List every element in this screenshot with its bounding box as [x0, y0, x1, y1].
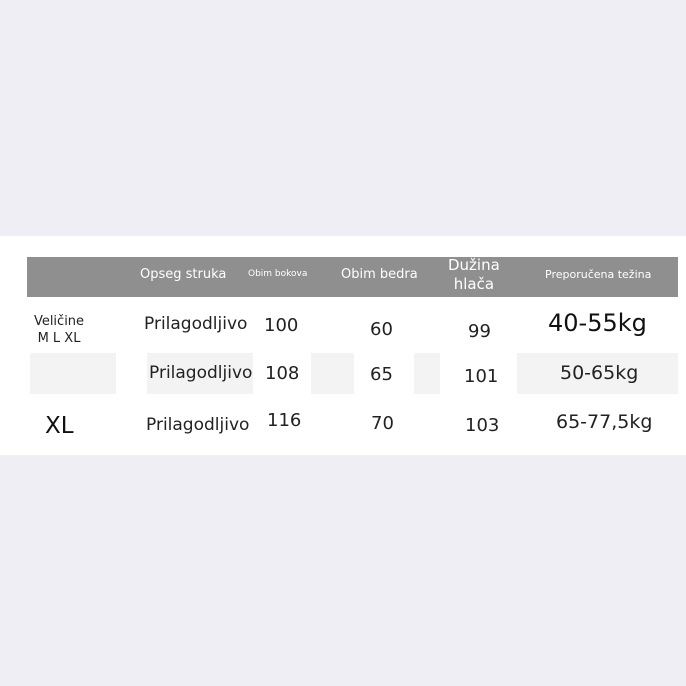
shade-cell — [517, 353, 678, 394]
length-cell: 99 — [468, 321, 491, 342]
thigh-cell: 60 — [370, 319, 393, 340]
header-weight: Preporučena težina — [545, 268, 652, 281]
header-length-line2: hlača — [453, 275, 495, 293]
size-label-line1: Veličine — [33, 314, 85, 329]
thigh-cell: 65 — [370, 364, 393, 385]
weight-cell: 50-65kg — [560, 362, 639, 384]
hip-cell: 116 — [267, 410, 302, 431]
hip-cell: 100 — [264, 315, 299, 336]
table-header — [27, 257, 678, 297]
header-thigh: Obim bedra — [341, 267, 418, 282]
weight-cell: 65-77,5kg — [556, 411, 653, 433]
header-waist: Opseg struka — [140, 267, 227, 282]
waist-cell: Prilagodljivo — [146, 415, 250, 435]
shade-cell — [30, 353, 116, 394]
size-label-line2: M L XL — [37, 331, 81, 346]
size-label: Veličine M L XL — [30, 313, 88, 347]
hip-cell: 108 — [265, 363, 300, 384]
waist-cell: Prilagodljivo — [144, 314, 248, 334]
header-hip: Obim bokova — [248, 269, 308, 279]
header-length: Dužina hlača — [448, 256, 500, 294]
weight-cell: 40-55kg — [548, 309, 647, 337]
shade-cell — [147, 353, 253, 394]
shade-cell — [311, 353, 354, 394]
thigh-cell: 70 — [371, 413, 394, 434]
length-cell: 103 — [465, 415, 500, 436]
waist-cell: Prilagodljivo — [149, 363, 253, 383]
size-label: XL — [45, 413, 74, 439]
length-cell: 101 — [464, 366, 499, 387]
header-length-line1: Dužina — [448, 256, 500, 274]
shade-cell — [414, 353, 440, 394]
